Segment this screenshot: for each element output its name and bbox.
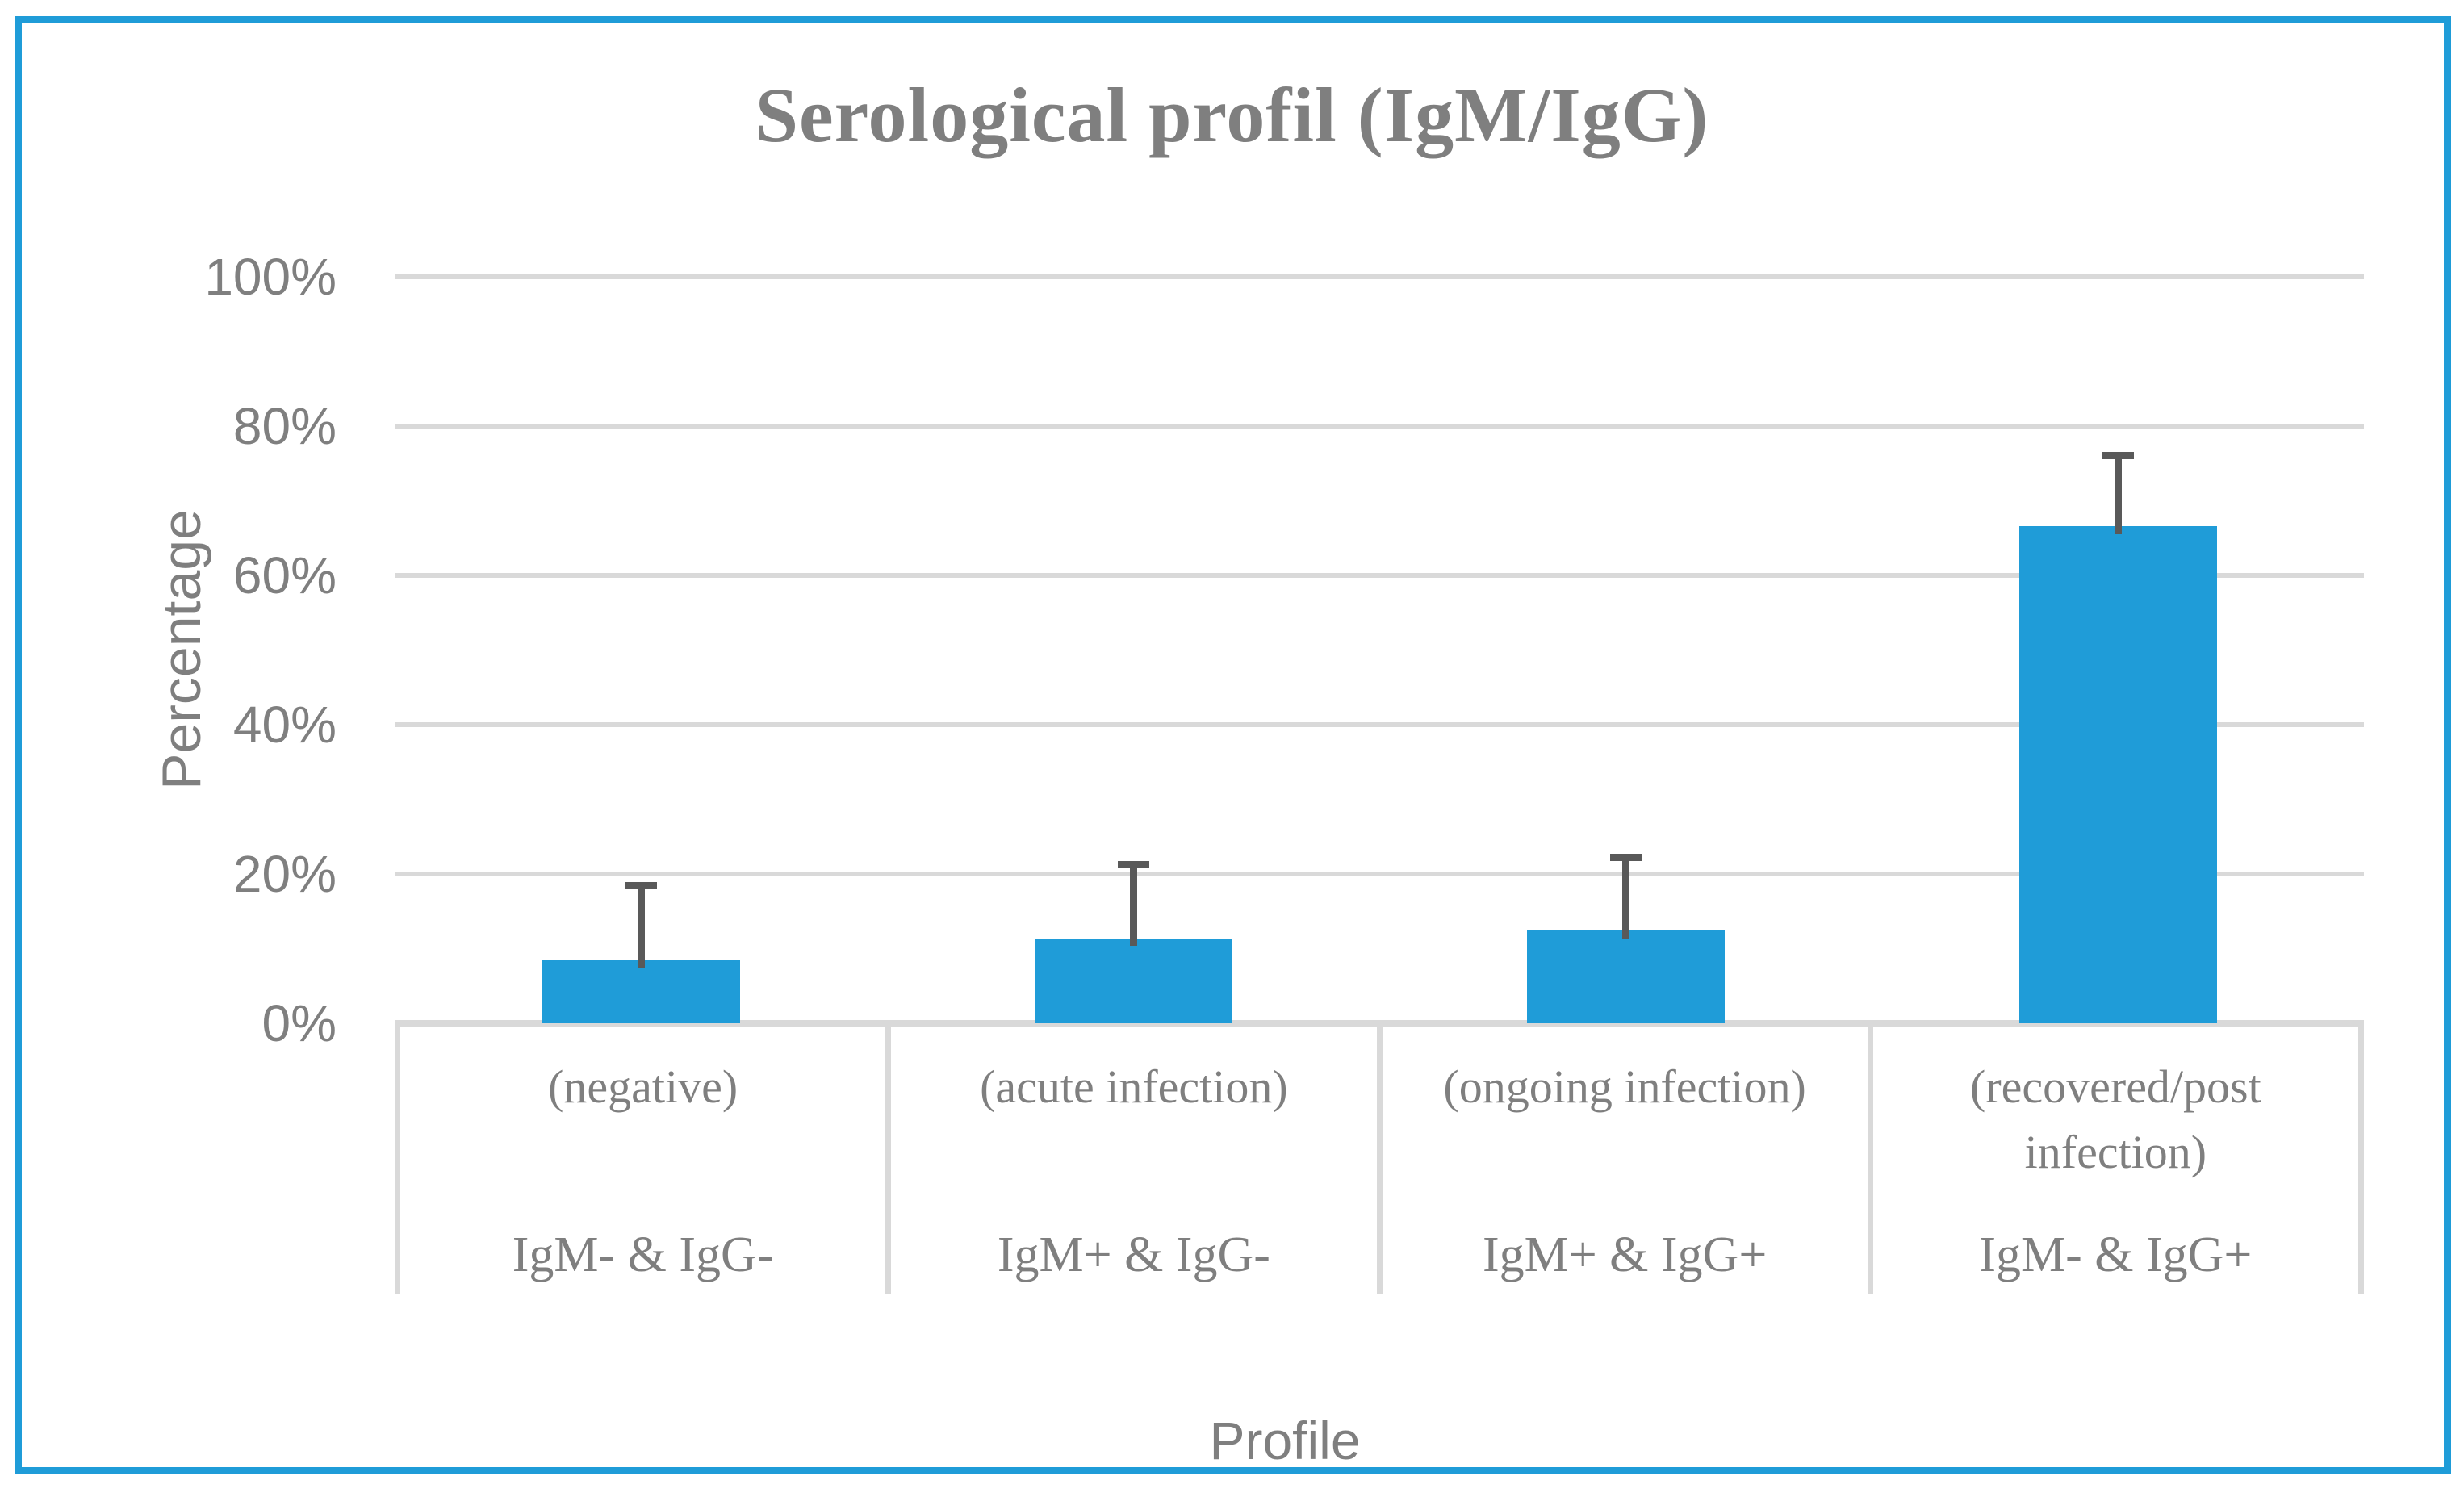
- y-tick-label: 80%: [232, 397, 337, 455]
- error-bar-cap: [625, 882, 657, 889]
- chart-title: Serological profil (IgM/IgG): [755, 72, 1709, 158]
- category-label: IgM- & IgG+: [1979, 1227, 2253, 1282]
- category-cell: (recovered/post infection) IgM- & IgG+: [1867, 1023, 2364, 1294]
- error-bar-cap: [1118, 861, 1149, 868]
- category-subtitle: (acute infection): [980, 1060, 1288, 1113]
- error-bar-line: [638, 882, 645, 968]
- y-tick-label: 60%: [232, 546, 337, 604]
- category-subtitle: (ongoing infection): [1443, 1060, 1806, 1113]
- category-axis-row: (negative) IgM- & IgG- (acute infection) Ig…: [395, 1023, 2364, 1294]
- category-cell: (ongoing infection) IgM+ & IgG+: [1376, 1023, 1868, 1294]
- bar: [542, 960, 740, 1023]
- gridline: [395, 424, 2364, 429]
- category-label: IgM+ & IgG+: [1482, 1227, 1767, 1282]
- bar: [2019, 526, 2217, 1023]
- gridline: [395, 573, 2364, 578]
- gridline: [395, 872, 2364, 876]
- category-subtitle: (recovered/post infection): [1970, 1060, 2261, 1179]
- y-tick-label: 20%: [232, 845, 337, 903]
- y-tick-label: 100%: [204, 248, 337, 306]
- error-bar-line: [2115, 452, 2122, 534]
- error-bar-line: [1130, 861, 1137, 946]
- x-axis-title: Profile: [1209, 1411, 1361, 1470]
- category-label: IgM- & IgG-: [512, 1227, 774, 1282]
- category-cell: (negative) IgM- & IgG-: [395, 1023, 885, 1294]
- category-subtitle: (negative): [548, 1060, 738, 1113]
- gridline: [395, 722, 2364, 727]
- gridline: [395, 274, 2364, 279]
- y-tick-label: 40%: [232, 696, 337, 754]
- category-label: IgM+ & IgG-: [997, 1227, 1270, 1282]
- y-tick-label: 0%: [261, 994, 337, 1052]
- bar: [1035, 939, 1232, 1023]
- error-bar-cap: [1610, 854, 1642, 861]
- error-bar-line: [1622, 854, 1629, 939]
- bar: [1527, 930, 1725, 1023]
- category-cell: (acute infection) IgM+ & IgG-: [885, 1023, 1376, 1294]
- error-bar-cap: [2102, 452, 2134, 459]
